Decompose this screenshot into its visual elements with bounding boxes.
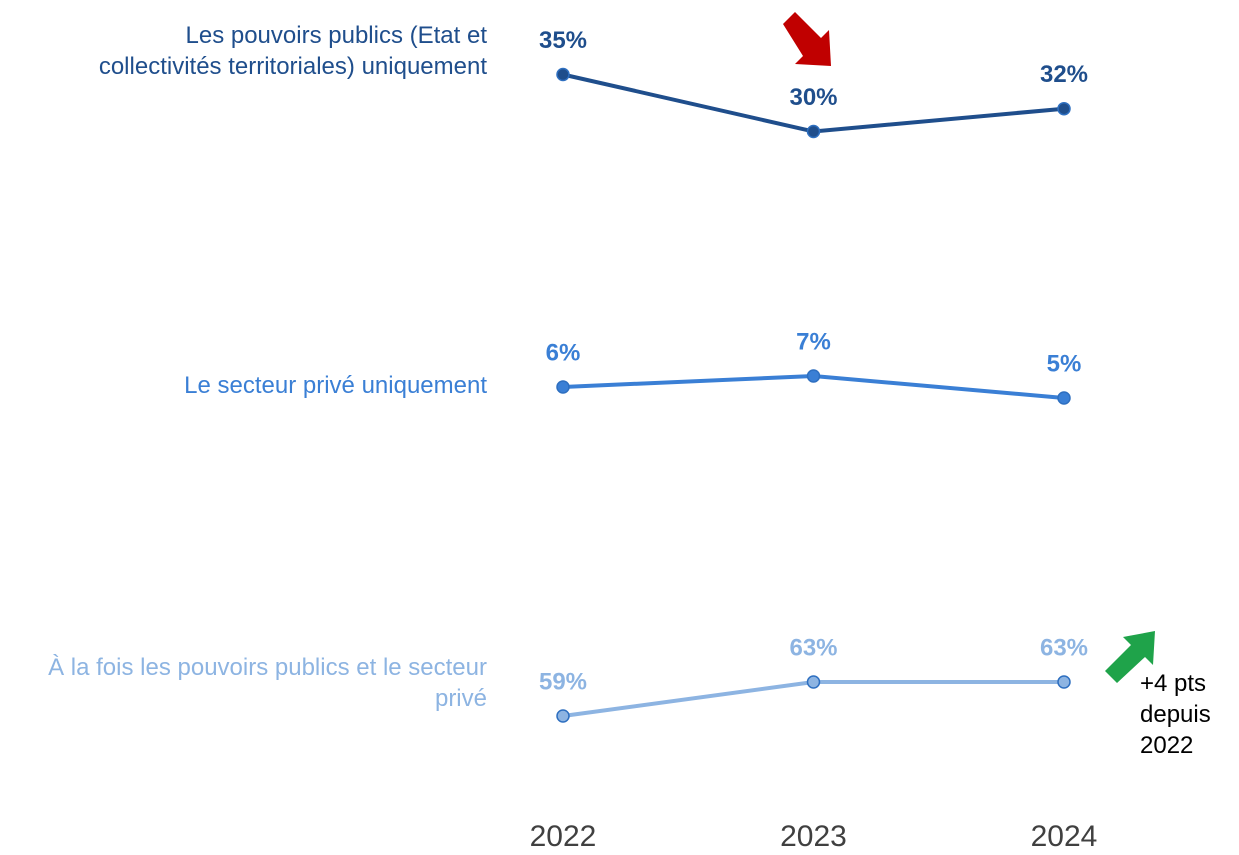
data-label: 59% [539,668,587,695]
point [556,709,570,723]
series-label: Les pouvoirs publics (Etat et collectivi… [98,22,487,80]
data-label: 30% [789,84,837,111]
up-arrow [1105,631,1155,683]
point [556,380,570,394]
data-label: 7% [796,328,831,355]
point [806,369,821,383]
point [806,675,821,689]
down-arrow [783,12,831,66]
data-label: 63% [1040,634,1088,661]
point [1057,391,1071,405]
point [1057,675,1071,689]
data-label: 63% [789,634,837,661]
annotation: +4 pts depuis 2022 [1140,670,1211,759]
data-label: 32% [1040,61,1088,88]
series-label: À la fois les pouvoirs publics et le sec… [48,654,487,712]
data-label: 5% [1047,350,1082,377]
x-tick-label: 2023 [780,820,847,853]
point [556,67,570,82]
series-label: Le secteur privé uniquement [184,372,487,399]
point [1057,101,1071,116]
data-label: 35% [539,27,587,54]
x-tick-label: 2024 [1031,820,1098,853]
data-label: 6% [546,339,581,366]
point [806,124,821,139]
x-tick-label: 2022 [530,820,597,853]
